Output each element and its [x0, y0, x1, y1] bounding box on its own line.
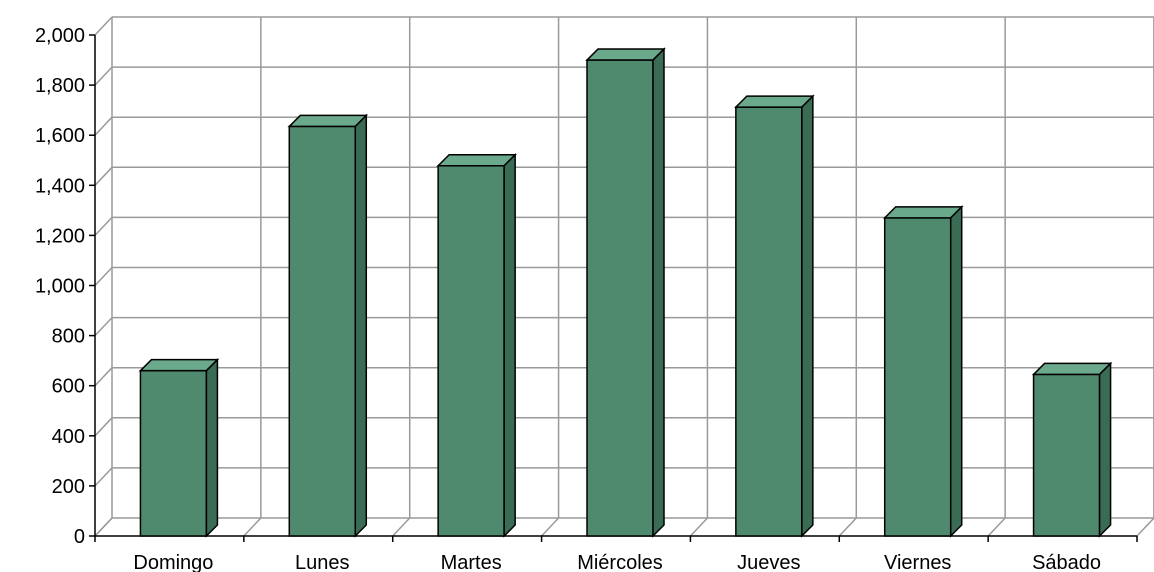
bar-top-3 [585, 48, 666, 61]
gridline-side-10 [94, 16, 113, 36]
bar-5 [882, 205, 964, 538]
y-tick-labels: 0 200 400 600 800 1,000 1,200 1,400 1,600 1,800 2,… [35, 25, 85, 548]
bar-6 [1031, 361, 1113, 538]
gridline-side-8 [94, 116, 113, 136]
floor-divider-7 [1136, 517, 1154, 537]
y-tick-label-2: 400 [52, 426, 85, 448]
x-tick-label-4: Jueves [737, 552, 800, 572]
bar-3 [585, 47, 666, 538]
x-tick-label-0: Domingo [133, 552, 213, 572]
gridline-side-6 [94, 216, 113, 236]
floor-divider-5 [838, 517, 857, 537]
floor-divider-6 [987, 517, 1006, 537]
y-tick-label-7: 1,400 [35, 175, 85, 197]
y-tick-label-8: 1,600 [35, 125, 85, 147]
bar-side-1 [354, 113, 368, 538]
x-tick-label-6: Sábado [1032, 552, 1101, 572]
bar-top-1 [287, 114, 369, 128]
floor-divider-2 [392, 517, 411, 537]
floor-divider-3 [541, 517, 560, 537]
bar-0 [138, 357, 220, 538]
x-tick-label-5: Viernes [884, 552, 951, 572]
bar-side-5 [949, 205, 963, 538]
bar-top-0 [138, 358, 220, 372]
floor-divider-1 [243, 517, 262, 537]
x-tick-label-2: Martes [441, 552, 502, 572]
gridline-side-1 [94, 467, 113, 487]
bar-side-4 [801, 94, 814, 538]
bar-1 [287, 113, 369, 538]
bar-front-1 [288, 125, 357, 537]
gridline-side-2 [94, 417, 113, 437]
floor-divider-0 [94, 517, 113, 537]
bar-front-4 [735, 106, 803, 537]
bar-front-6 [1032, 373, 1101, 537]
bar-front-0 [139, 369, 208, 537]
bar-4 [734, 94, 815, 538]
bars [138, 47, 1113, 538]
bar-side-3 [652, 47, 665, 538]
bar-front-3 [586, 59, 654, 537]
bar-top-4 [734, 95, 815, 108]
x-tick-labels: Domingo Lunes Martes Miércoles Jueves Viernes… [133, 552, 1101, 572]
y-tick-label-3: 600 [52, 376, 85, 398]
bar-front-5 [883, 217, 952, 537]
y-tick-label-10: 2,000 [35, 25, 85, 47]
bar-top-5 [882, 206, 964, 219]
gridline-side-7 [94, 166, 113, 186]
bar-2 [436, 152, 517, 538]
gridline-side-4 [94, 317, 113, 337]
y-tick-label-9: 1,800 [35, 75, 85, 97]
gridline-side-9 [94, 66, 113, 86]
y-tick-label-1: 200 [52, 476, 85, 498]
gridline-side-3 [94, 367, 113, 387]
y-tick-label-0: 0 [74, 526, 85, 548]
y-tick-label-4: 800 [52, 326, 85, 348]
bar-top-2 [436, 154, 517, 167]
floor-divider-4 [689, 517, 708, 537]
x-tick-label-1: Lunes [295, 552, 350, 572]
bar-side-0 [205, 357, 219, 538]
bar-side-6 [1098, 361, 1112, 538]
bar-top-6 [1031, 362, 1113, 376]
y-tick-label-6: 1,200 [35, 225, 85, 247]
y-tick-label-5: 1,000 [35, 276, 85, 298]
x-tick-label-3: Miércoles [577, 552, 663, 572]
gridline-side-5 [94, 266, 113, 287]
bar-front-2 [437, 165, 505, 537]
bar-side-2 [503, 152, 516, 538]
